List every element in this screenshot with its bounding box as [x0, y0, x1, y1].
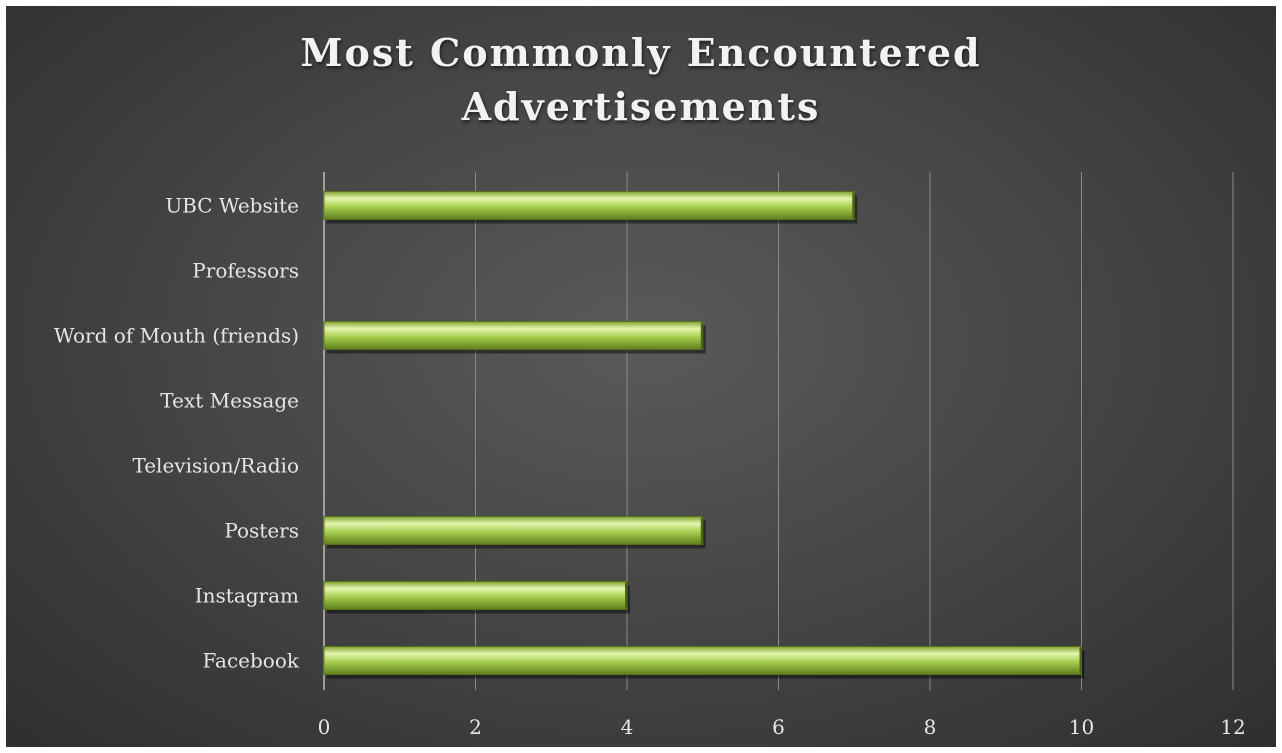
- category-label: Instagram: [195, 584, 299, 608]
- x-tick-label: 12: [1220, 715, 1245, 739]
- x-tick-labels: 0 2 4 6 8 10 12: [318, 715, 1246, 739]
- category-label: Text Message: [160, 389, 299, 413]
- x-tick-label: 10: [1069, 715, 1094, 739]
- bar: [323, 581, 628, 610]
- category-label: Word of Mouth (friends): [54, 324, 299, 348]
- bar: [323, 646, 1082, 675]
- category-label: Facebook: [203, 649, 300, 673]
- bar: [323, 191, 855, 220]
- bar: [323, 321, 704, 350]
- x-tick-label: 0: [318, 715, 331, 739]
- bars: [323, 191, 1085, 679]
- x-tick-label: 6: [772, 715, 785, 739]
- x-tick-label: 2: [469, 715, 482, 739]
- bar: [323, 516, 704, 545]
- category-label: Professors: [192, 259, 299, 283]
- chart-area: [6, 6, 1276, 747]
- category-label: Television/Radio: [132, 454, 299, 478]
- category-labels: UBC Website Professors Word of Mouth (frie…: [54, 194, 300, 673]
- x-tick-label: 8: [924, 715, 937, 739]
- chart-title: Most Commonly Encountered Advertisements: [0, 26, 1282, 134]
- chart-title-line: Most Commonly Encountered: [300, 30, 982, 75]
- x-tick-label: 4: [621, 715, 634, 739]
- category-label: UBC Website: [165, 194, 299, 218]
- chart-title-line: Advertisements: [461, 84, 821, 129]
- category-label: Posters: [224, 519, 299, 543]
